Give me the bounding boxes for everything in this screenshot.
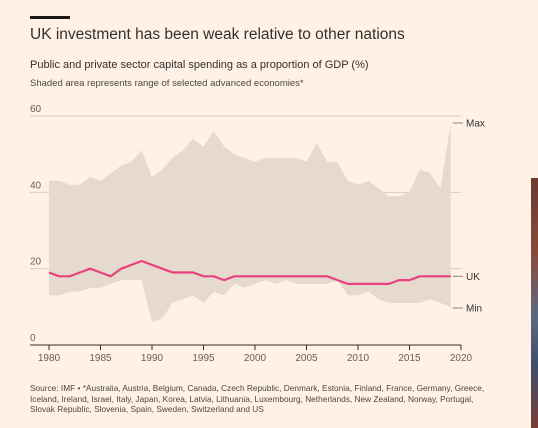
x-tick-label: 2010 [347, 353, 370, 364]
y-tick-label: 20 [30, 257, 42, 268]
range-area [49, 123, 451, 323]
x-tick-label: 2020 [450, 353, 473, 364]
adjacent-image-edge [531, 178, 538, 428]
x-tick-label: 1985 [89, 353, 112, 364]
y-tick-label: 0 [30, 333, 36, 344]
y-tick-labels: 0 20 40 60 [30, 104, 42, 344]
series-end-labels: Max UK Min [452, 119, 485, 315]
chart-note: Shaded area represents range of selected… [30, 78, 304, 89]
x-tick-label: 1995 [192, 353, 215, 364]
chart-subtitle: Public and private sector capital spendi… [30, 59, 369, 71]
title-rule [30, 16, 70, 19]
y-tick-label: 60 [30, 104, 42, 115]
end-label-max: Max [466, 119, 485, 130]
end-label-min: Min [466, 304, 482, 315]
uk-series-line [48, 259, 451, 285]
x-tick-label: 2005 [295, 353, 318, 364]
x-tick-labels: 1980 1985 1990 1995 2000 2005 2010 2015 2020 [38, 353, 473, 364]
x-tick-label: 1990 [141, 353, 164, 364]
x-tick-label: 1980 [38, 353, 61, 364]
chart-svg: 0 20 40 60 1980 1985 1990 1995 2000 2005 2010 2015… [30, 104, 485, 364]
y-tick-label: 40 [30, 180, 42, 191]
end-label-uk: UK [466, 272, 480, 283]
x-tick-label: 2015 [398, 353, 421, 364]
x-ticks [48, 345, 462, 350]
source-note: Source: IMF • *Australia, Austria, Belgi… [30, 383, 485, 414]
x-tick-label: 2000 [244, 353, 267, 364]
chart-title: UK investment has been weak relative to … [30, 26, 405, 43]
